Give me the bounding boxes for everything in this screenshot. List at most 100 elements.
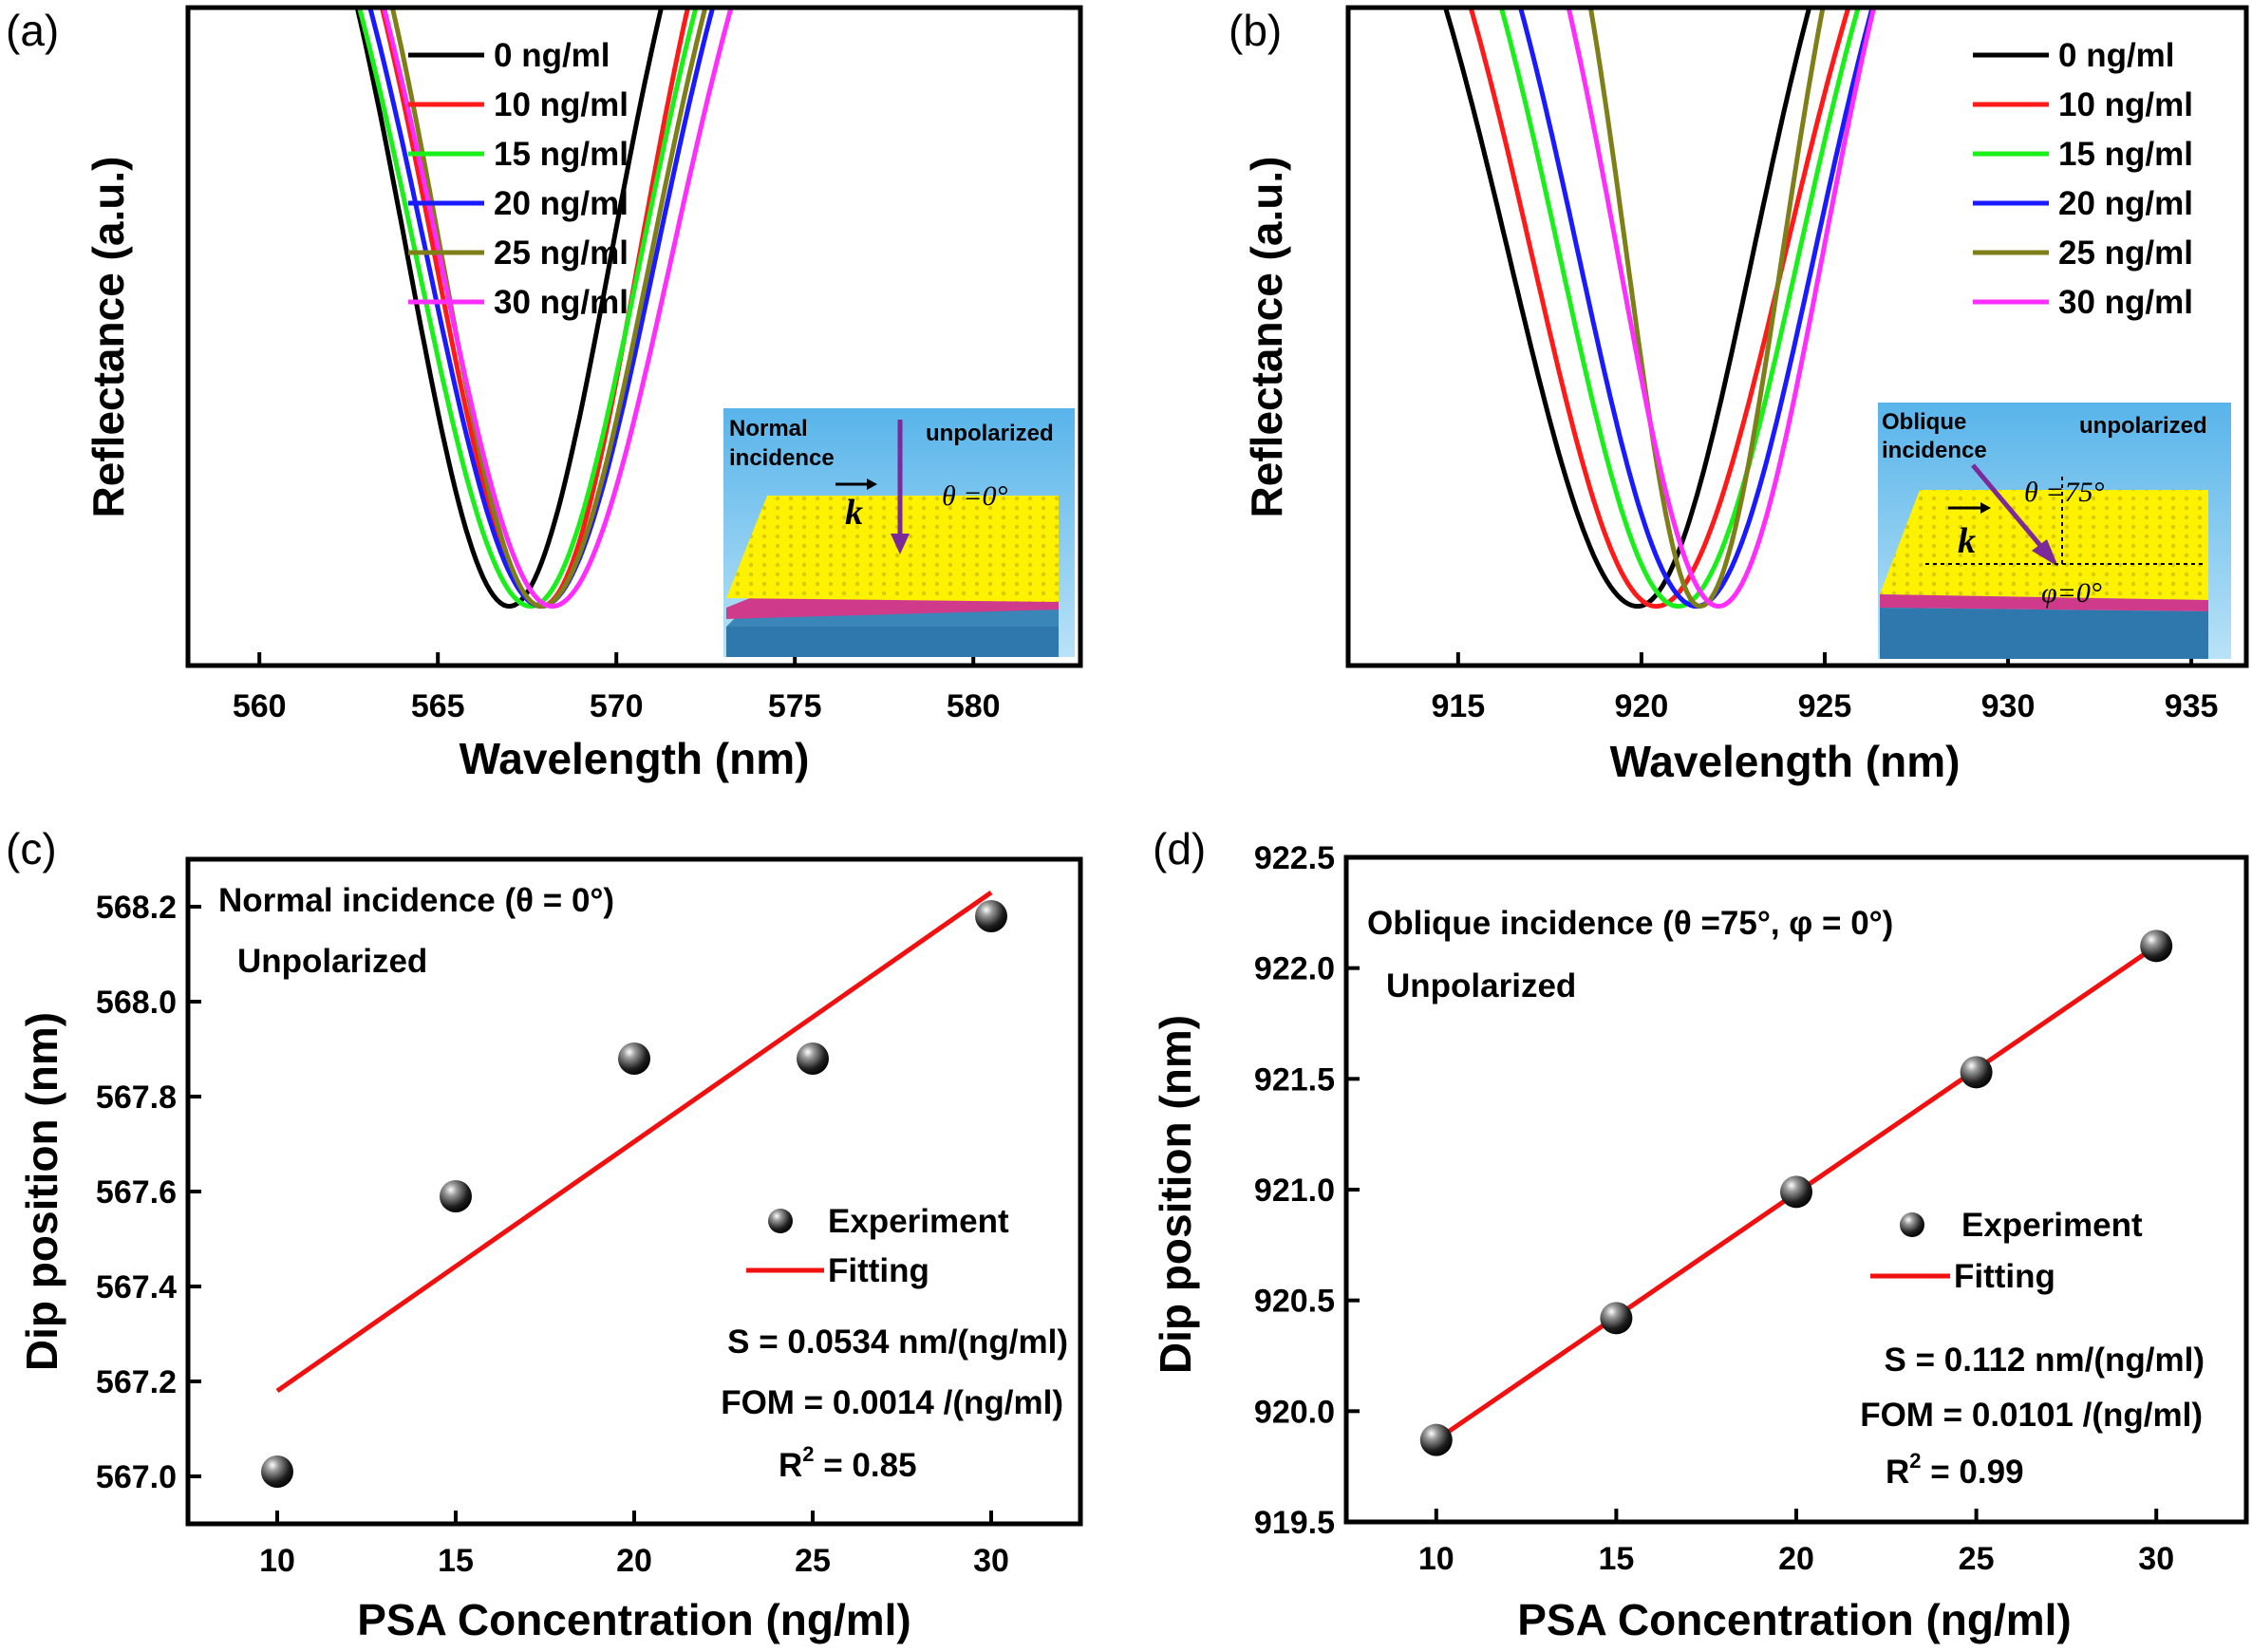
panel-c-annotation: Normal incidence (θ = 0°): [218, 882, 614, 919]
y-tick-label: 567.0: [96, 1459, 177, 1495]
legend-label: 0 ng/ml: [2058, 37, 2175, 74]
panel-c-legend-experiment: Experiment: [828, 1203, 1009, 1240]
panel-c-r2: R2 = 0.85: [779, 1442, 917, 1484]
legend-label: 15 ng/ml: [494, 136, 629, 173]
legend-label: 25 ng/ml: [2058, 235, 2193, 272]
panel-c-x-axis-title: PSA Concentration (ng/ml): [357, 1595, 911, 1644]
legend-ball-icon: [768, 1209, 793, 1233]
legend-label: 30 ng/ml: [2058, 284, 2193, 321]
data-point: [618, 1042, 650, 1075]
inset-b-k-label: k: [1958, 521, 1976, 561]
data-point: [1780, 1175, 1812, 1209]
inset-b-title-left: Oblique: [1882, 409, 1966, 435]
spectrum-25-ng-ml: [1587, 8, 1826, 610]
panel-b-curves: [1442, 8, 1877, 610]
y-tick-label: 567.2: [96, 1364, 177, 1400]
panel-c-plot: [261, 890, 1007, 1488]
spectrum-0-ng-ml: [1442, 8, 1812, 610]
spectrum-15-ng-ml: [356, 8, 699, 610]
x-tick-label: 10: [259, 1543, 295, 1579]
panel-b-y-axis-title: Reflectance (a.u.): [1242, 157, 1291, 518]
y-tick-label: 567.8: [96, 1079, 177, 1116]
panel-a-x-ticks: 560 565 570 575 580: [233, 652, 1001, 724]
inset-a-title-right: unpolarized: [926, 421, 1054, 446]
data-point: [1960, 1056, 1993, 1089]
legend-label: 10 ng/ml: [494, 86, 629, 123]
x-tick-label: 20: [1778, 1541, 1814, 1577]
panel-a-curves: [354, 8, 734, 610]
panel-d-annotation: Oblique incidence (θ =75°, φ = 0°): [1367, 905, 1893, 942]
panel-c-ticks: 10 15 20 25 30 567.0 567.2 567.4 567.6 567.8 568.0…: [96, 890, 1009, 1579]
x-tick-label: 915: [1431, 688, 1485, 724]
panel-c-sensitivity: S = 0.0534 nm/(ng/ml): [727, 1323, 1068, 1361]
panel-c-y-axis-title: Dip position (nm): [17, 1012, 66, 1371]
panel-d-y-axis-title: Dip position (nm): [1151, 1015, 1200, 1374]
y-tick-label: 568.0: [96, 985, 177, 1021]
panel-a-frame: [185, 5, 1083, 668]
panel-b-legend: 0 ng/ml 10 ng/ml 15 ng/ml 20 ng/ml 25 ng/ml 3…: [1973, 37, 2193, 321]
x-tick-label: 560: [233, 688, 287, 724]
y-tick-label: 921.5: [1254, 1061, 1335, 1098]
panel-b-x-ticks: 915 920 925 930 935: [1431, 652, 2218, 724]
inset-b-title-right: unpolarized: [2079, 413, 2207, 439]
panel-c-fom: FOM = 0.0014 /(ng/ml): [721, 1384, 1063, 1421]
panel-a-label: (a): [6, 6, 59, 55]
spectrum-10-ng-ml: [1468, 8, 1851, 610]
legend-label: 20 ng/ml: [494, 185, 629, 222]
panel-a-y-axis-title: Reflectance (a.u.): [84, 157, 133, 518]
y-tick-label: 568.2: [96, 890, 177, 926]
spectrum-30-ng-ml: [1566, 8, 1877, 610]
spectrum-15-ng-ml: [1498, 8, 1861, 609]
inset-a-k-label: k: [845, 493, 863, 533]
x-tick-label: 580: [947, 688, 1001, 724]
inset-a-title-left: Normal: [729, 416, 808, 441]
x-tick-label: 925: [1798, 688, 1852, 724]
panel-d-fom: FOM = 0.0101 /(ng/ml): [1860, 1397, 2203, 1434]
y-tick-label: 920.5: [1254, 1284, 1335, 1320]
x-tick-label: 10: [1418, 1541, 1454, 1577]
y-tick-label: 920.0: [1254, 1394, 1335, 1430]
x-tick-label: 930: [1981, 688, 2036, 724]
legend-label: 25 ng/ml: [494, 235, 629, 272]
x-tick-label: 30: [2138, 1541, 2174, 1577]
x-tick-label: 20: [616, 1543, 652, 1579]
panel-a-inset-normal-incidence: Normal incidence unpolarized k θ =0°: [723, 408, 1075, 657]
legend-label: 20 ng/ml: [2058, 185, 2193, 222]
y-tick-label: 922.0: [1254, 951, 1335, 987]
panel-c-unpolarized: Unpolarized: [237, 943, 427, 980]
panel-d-unpolarized: Unpolarized: [1386, 967, 1576, 1004]
panel-b-x-axis-title: Wavelength (nm): [1610, 737, 1961, 786]
spectrum-0-ng-ml: [354, 8, 665, 610]
y-tick-label: 921.0: [1254, 1173, 1335, 1209]
panel-d-legend-experiment: Experiment: [1961, 1207, 2143, 1244]
x-tick-label: 575: [768, 688, 822, 724]
y-tick-label: 922.5: [1254, 840, 1335, 876]
inset-b-phi: φ=0°: [2041, 577, 2102, 609]
panel-d-legend: Experiment Fitting: [1870, 1207, 2143, 1295]
panel-a: (a) 560 565 570 575 580 Wavelength (nm) Refl…: [6, 5, 1083, 783]
panel-a-legend: 0 ng/ml 10 ng/ml 15 ng/ml 20 ng/ml 25 ng/ml 3…: [408, 37, 629, 321]
data-point: [2140, 929, 2173, 963]
panel-c: (c) 10 15 20 25 30 567.0 567.2 567.4 567.6 567.8 5…: [6, 824, 1083, 1644]
y-tick-label: 567.4: [96, 1269, 177, 1305]
panel-d-legend-fitting: Fitting: [1954, 1258, 2055, 1295]
legend-label: 10 ng/ml: [2058, 86, 2193, 123]
legend-ball-icon: [1900, 1212, 1924, 1237]
panel-d-x-axis-title: PSA Concentration (ng/ml): [1517, 1595, 2072, 1644]
panel-b: (b) 915 920 925 930 935 Wavelength (nm) Refl…: [1229, 5, 2249, 786]
spectrum-20-ng-ml: [367, 8, 716, 610]
panel-c-legend-fitting: Fitting: [828, 1252, 929, 1289]
x-tick-label: 15: [438, 1543, 474, 1579]
panel-d: (d) 10 15 20 25 30 919.5 920.0 920.5 921.0 921.5 9…: [1151, 824, 2249, 1644]
data-point: [975, 900, 1007, 932]
x-tick-label: 15: [1598, 1541, 1634, 1577]
incident-arrow-icon: [1971, 463, 2045, 551]
panel-d-label: (d): [1153, 824, 1206, 873]
legend-label: 15 ng/ml: [2058, 136, 2193, 173]
x-tick-label: 30: [973, 1543, 1009, 1579]
panel-d-ticks: 10 15 20 25 30 919.5 920.0 920.5 921.0 921.5 922.0…: [1254, 840, 2174, 1577]
panel-c-label: (c): [6, 824, 57, 873]
fit-line: [275, 890, 993, 1394]
spectrum-30-ng-ml: [381, 8, 734, 610]
panel-d-plot: [1419, 929, 2173, 1456]
